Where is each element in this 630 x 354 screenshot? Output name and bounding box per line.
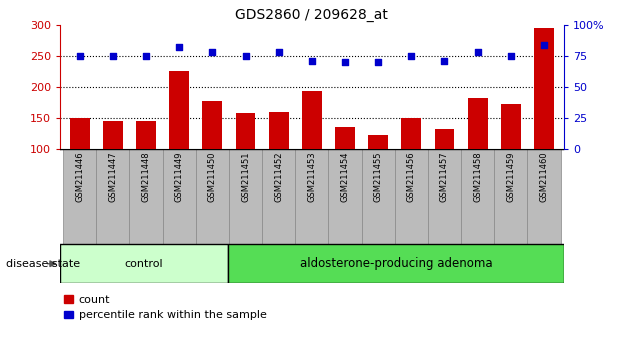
Point [472, 49, 483, 55]
Text: GSM211459: GSM211459 [507, 152, 515, 202]
Bar [269, 112, 289, 211]
Text: GSM211446: GSM211446 [75, 152, 84, 202]
Bar [302, 91, 322, 211]
Bar [435, 129, 454, 211]
Bar [401, 118, 421, 211]
Bar [63, 149, 96, 244]
Point [141, 53, 151, 58]
Text: GSM211453: GSM211453 [307, 152, 316, 202]
Bar [103, 121, 123, 211]
Text: GSM211454: GSM211454 [340, 152, 350, 202]
Text: GSM211460: GSM211460 [539, 152, 549, 202]
Bar [527, 149, 561, 244]
Point [174, 44, 184, 50]
Point [241, 53, 251, 58]
Point [273, 49, 284, 55]
Text: disease state: disease state [6, 259, 81, 269]
Text: GSM211450: GSM211450 [208, 152, 217, 202]
Text: control: control [125, 259, 163, 269]
Text: GSM211457: GSM211457 [440, 152, 449, 202]
Bar [395, 149, 428, 244]
Bar [328, 149, 362, 244]
Bar [196, 149, 229, 244]
Point [307, 58, 317, 64]
Bar [362, 149, 395, 244]
Point [440, 58, 450, 64]
Point [373, 59, 383, 65]
Bar [229, 149, 262, 244]
Text: GSM211452: GSM211452 [274, 152, 284, 202]
Bar [368, 135, 388, 211]
Point [340, 59, 350, 65]
Point [539, 42, 549, 47]
Bar [236, 113, 256, 211]
Point [406, 53, 416, 58]
Bar [428, 149, 461, 244]
Text: GSM211456: GSM211456 [407, 152, 416, 202]
Bar [202, 101, 222, 211]
Text: GSM211455: GSM211455 [374, 152, 382, 202]
Bar [461, 149, 494, 244]
Bar [169, 71, 189, 211]
Point [108, 53, 118, 58]
Text: GSM211449: GSM211449 [175, 152, 184, 202]
Text: GSM211448: GSM211448 [142, 152, 151, 202]
Point [207, 49, 217, 55]
Bar [295, 149, 328, 244]
Bar [494, 149, 527, 244]
Bar [96, 149, 130, 244]
Bar [136, 121, 156, 211]
Bar [262, 149, 295, 244]
Title: GDS2860 / 209628_at: GDS2860 / 209628_at [236, 8, 388, 22]
Text: GSM211458: GSM211458 [473, 152, 482, 202]
Bar [60, 244, 228, 283]
Legend: count, percentile rank within the sample: count, percentile rank within the sample [60, 290, 271, 325]
Text: GSM211451: GSM211451 [241, 152, 250, 202]
Bar [534, 28, 554, 211]
Bar [467, 98, 488, 211]
Bar [501, 104, 521, 211]
Point [506, 53, 516, 58]
Point [75, 53, 85, 58]
Bar [70, 118, 89, 211]
Text: GSM211447: GSM211447 [108, 152, 117, 202]
Bar [228, 244, 564, 283]
Bar [335, 127, 355, 211]
Text: aldosterone-producing adenoma: aldosterone-producing adenoma [299, 257, 492, 270]
Bar [163, 149, 196, 244]
Bar [130, 149, 163, 244]
